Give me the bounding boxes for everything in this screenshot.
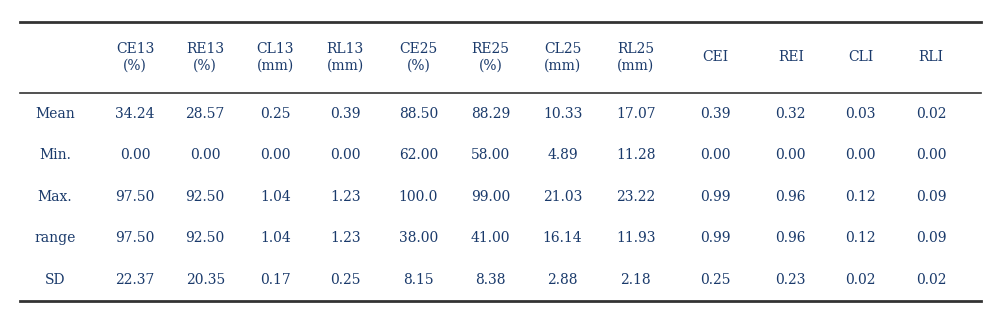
Text: CL13
(mm): CL13 (mm) [256, 42, 294, 73]
Text: 97.50: 97.50 [115, 231, 155, 246]
Text: 20.35: 20.35 [185, 273, 225, 287]
Text: 0.25: 0.25 [701, 273, 731, 287]
Text: Max.: Max. [38, 190, 72, 204]
Text: 92.50: 92.50 [185, 190, 225, 204]
Text: 0.12: 0.12 [846, 190, 876, 204]
Text: REI: REI [778, 50, 804, 64]
Text: 100.0: 100.0 [398, 190, 438, 204]
Text: 0.00: 0.00 [916, 148, 946, 162]
Text: 92.50: 92.50 [185, 231, 225, 246]
Text: RL13
(mm): RL13 (mm) [326, 42, 364, 73]
Text: 2.18: 2.18 [621, 273, 651, 287]
Text: 88.29: 88.29 [470, 107, 511, 121]
Text: Min.: Min. [39, 148, 71, 162]
Text: 0.00: 0.00 [846, 148, 876, 162]
Text: 0.00: 0.00 [701, 148, 731, 162]
Text: 0.00: 0.00 [120, 148, 150, 162]
Text: 58.00: 58.00 [470, 148, 511, 162]
Text: 0.99: 0.99 [701, 190, 731, 204]
Text: RL25
(mm): RL25 (mm) [617, 42, 655, 73]
Text: 0.99: 0.99 [701, 231, 731, 246]
Text: Mean: Mean [35, 107, 75, 121]
Text: 0.02: 0.02 [916, 273, 946, 287]
Text: RLI: RLI [919, 50, 943, 64]
Text: SD: SD [45, 273, 65, 287]
Text: 0.02: 0.02 [916, 107, 946, 121]
Text: RE13
(%): RE13 (%) [186, 42, 224, 73]
Text: 2.88: 2.88 [548, 273, 578, 287]
Text: 0.96: 0.96 [776, 231, 806, 246]
Text: 0.23: 0.23 [776, 273, 806, 287]
Text: 17.07: 17.07 [616, 107, 656, 121]
Text: 1.23: 1.23 [330, 190, 360, 204]
Text: 23.22: 23.22 [616, 190, 656, 204]
Text: 38.00: 38.00 [398, 231, 438, 246]
Text: 0.00: 0.00 [190, 148, 220, 162]
Text: 0.39: 0.39 [701, 107, 731, 121]
Text: 0.12: 0.12 [846, 231, 876, 246]
Text: 4.89: 4.89 [548, 148, 578, 162]
Text: 0.32: 0.32 [776, 107, 806, 121]
Text: 0.25: 0.25 [260, 107, 290, 121]
Text: 0.09: 0.09 [916, 231, 946, 246]
Text: 0.17: 0.17 [260, 273, 290, 287]
Text: 88.50: 88.50 [398, 107, 438, 121]
Text: 0.39: 0.39 [330, 107, 360, 121]
Text: 0.03: 0.03 [846, 107, 876, 121]
Text: 0.96: 0.96 [776, 190, 806, 204]
Text: 0.02: 0.02 [846, 273, 876, 287]
Text: range: range [34, 231, 76, 246]
Text: 34.24: 34.24 [115, 107, 155, 121]
Text: CL25
(mm): CL25 (mm) [544, 42, 582, 73]
Text: CE13
(%): CE13 (%) [116, 42, 154, 73]
Text: RE25
(%): RE25 (%) [471, 42, 510, 73]
Text: 8.15: 8.15 [403, 273, 433, 287]
Text: 0.00: 0.00 [330, 148, 360, 162]
Text: 99.00: 99.00 [470, 190, 511, 204]
Text: 1.04: 1.04 [260, 231, 290, 246]
Text: 97.50: 97.50 [115, 190, 155, 204]
Text: 0.00: 0.00 [776, 148, 806, 162]
Text: 0.09: 0.09 [916, 190, 946, 204]
Text: 11.28: 11.28 [616, 148, 656, 162]
Text: 41.00: 41.00 [470, 231, 511, 246]
Text: 10.33: 10.33 [543, 107, 583, 121]
Text: 11.93: 11.93 [616, 231, 656, 246]
Text: 0.00: 0.00 [260, 148, 290, 162]
Text: 16.14: 16.14 [543, 231, 583, 246]
Text: CEI: CEI [703, 50, 729, 64]
Text: 22.37: 22.37 [115, 273, 155, 287]
Text: CE25
(%): CE25 (%) [399, 42, 437, 73]
Text: 28.57: 28.57 [185, 107, 225, 121]
Text: 1.23: 1.23 [330, 231, 360, 246]
Text: 1.04: 1.04 [260, 190, 290, 204]
Text: CLI: CLI [848, 50, 874, 64]
Text: 8.38: 8.38 [475, 273, 506, 287]
Text: 21.03: 21.03 [543, 190, 583, 204]
Text: 0.25: 0.25 [330, 273, 360, 287]
Text: 62.00: 62.00 [398, 148, 438, 162]
